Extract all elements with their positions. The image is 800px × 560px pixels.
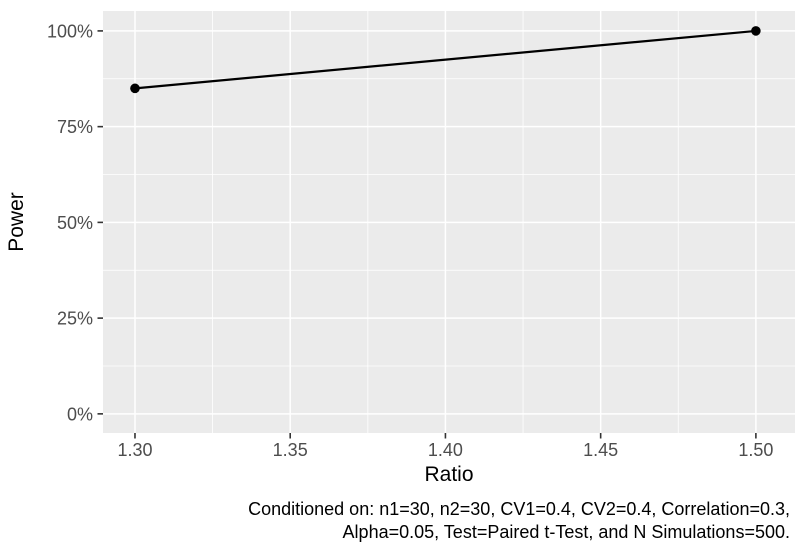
x-tick-label: 1.40 [428,440,463,460]
data-point [130,83,140,94]
x-tick-label: 1.35 [273,440,308,460]
y-tick-label: 25% [57,309,93,329]
y-tick-label: 100% [47,21,93,41]
y-axis-title: Power [5,192,28,252]
chart-caption: Conditioned on: n1=30, n2=30, CV1=0.4, C… [248,498,790,544]
y-tick-label: 75% [57,117,93,137]
caption-line-1: Conditioned on: n1=30, n2=30, CV1=0.4, C… [248,499,790,519]
y-tick-label: 50% [57,213,93,233]
x-tick-label: 1.45 [583,440,618,460]
x-axis-title: Ratio [424,463,474,486]
x-tick-label: 1.30 [117,440,152,460]
caption-line-2: Alpha=0.05, Test=Paired t-Test, and N Si… [342,522,790,542]
x-tick-label: 1.50 [738,440,773,460]
data-point [751,26,761,36]
plot-area: 1.30 1.35 1.40 1.45 1.50 0% 25% 50% 75% 100% [47,11,795,460]
y-tick-label: 0% [67,404,93,424]
series-line-power [133,29,757,90]
